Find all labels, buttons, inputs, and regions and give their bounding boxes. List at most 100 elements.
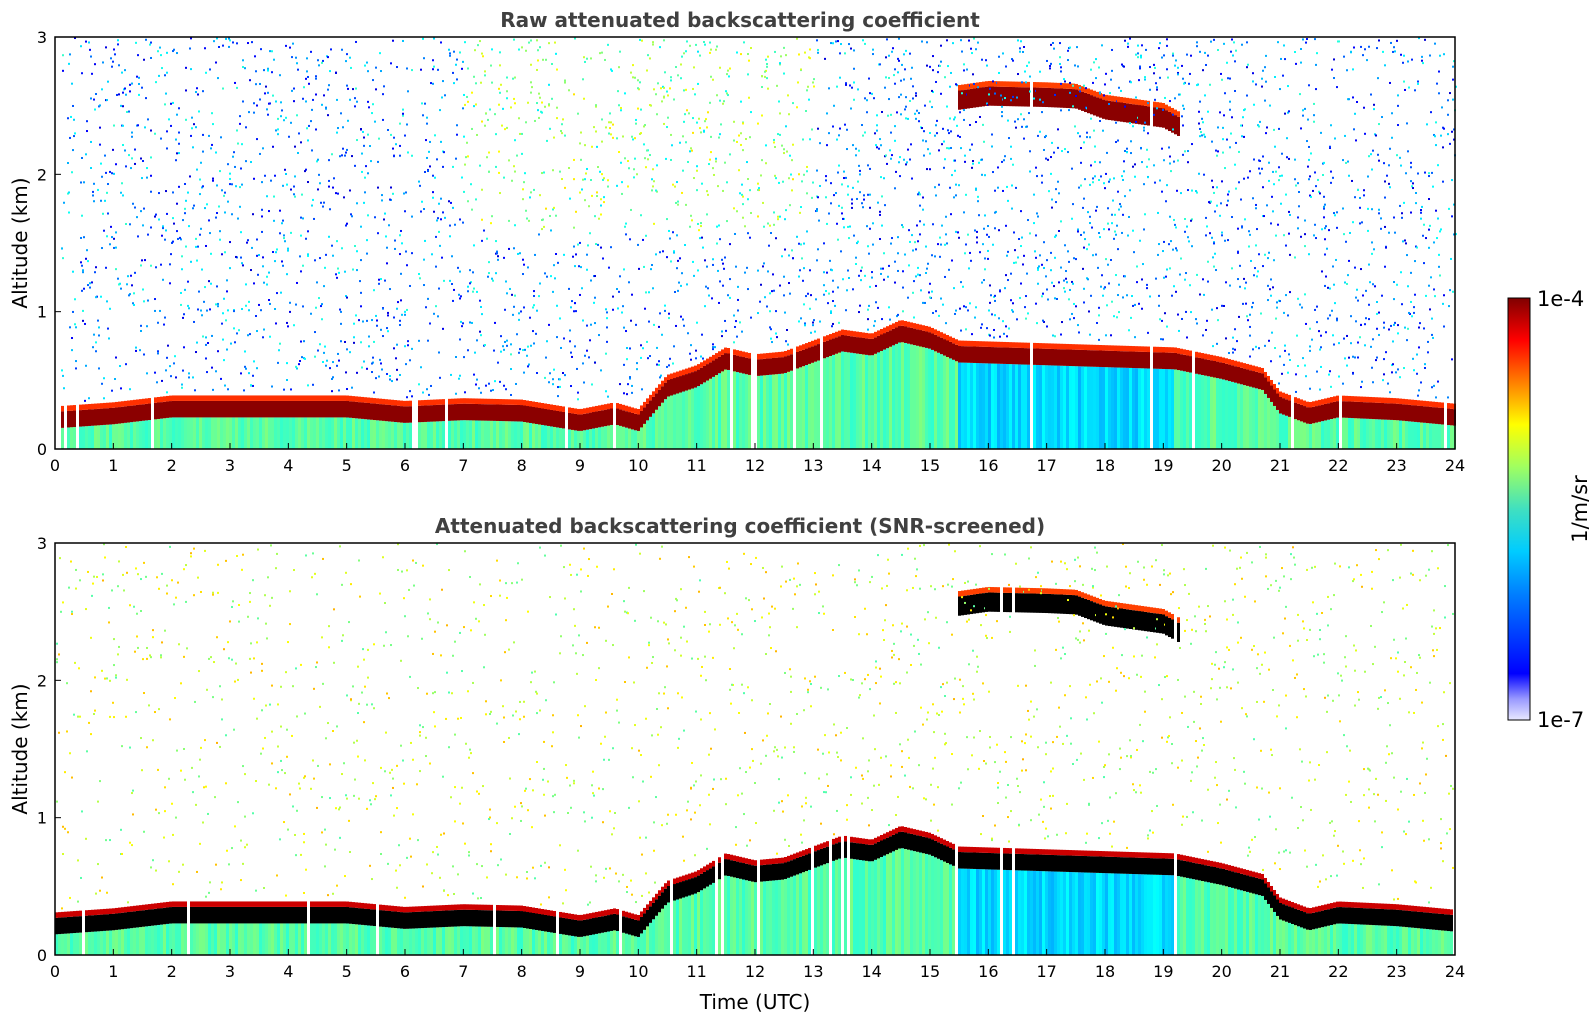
heatmap-cell bbox=[268, 210, 270, 213]
heatmap-cell bbox=[514, 421, 517, 449]
heatmap-cell bbox=[733, 371, 736, 449]
heatmap-cell bbox=[976, 87, 979, 108]
heatmap-cell bbox=[502, 421, 505, 449]
heatmap-cell bbox=[1127, 45, 1129, 48]
heatmap-cell bbox=[575, 253, 577, 256]
heatmap-cell bbox=[1158, 294, 1160, 297]
heatmap-cell bbox=[783, 46, 785, 49]
heatmap-cell bbox=[1202, 69, 1204, 72]
heatmap-cell bbox=[556, 117, 558, 120]
heatmap-cell bbox=[898, 96, 900, 99]
heatmap-cell bbox=[190, 417, 193, 449]
heatmap-cell bbox=[95, 266, 97, 269]
heatmap-cell bbox=[536, 39, 538, 42]
heatmap-cell bbox=[358, 402, 361, 419]
heatmap-cell bbox=[317, 59, 319, 62]
heatmap-cell bbox=[358, 319, 360, 322]
heatmap-cell bbox=[616, 137, 618, 140]
heatmap-cell bbox=[1057, 365, 1060, 449]
heatmap-cell bbox=[178, 395, 181, 401]
heatmap-cell bbox=[781, 255, 783, 258]
heatmap-cell bbox=[594, 361, 596, 364]
heatmap-cell bbox=[681, 272, 683, 275]
heatmap-cell bbox=[1095, 77, 1097, 80]
heatmap-cell bbox=[158, 192, 160, 195]
heatmap-cell bbox=[1039, 87, 1042, 107]
heatmap-cell bbox=[1069, 366, 1072, 449]
heatmap-cell bbox=[268, 400, 271, 418]
heatmap-cell bbox=[747, 53, 749, 56]
heatmap-cell bbox=[135, 41, 137, 44]
heatmap-cell bbox=[432, 174, 434, 177]
heatmap-cell bbox=[157, 321, 159, 324]
heatmap-cell bbox=[1159, 179, 1161, 182]
heatmap-cell bbox=[400, 422, 403, 449]
heatmap-cell bbox=[373, 391, 375, 394]
heatmap-cell bbox=[282, 264, 284, 267]
heatmap-cell bbox=[1028, 61, 1030, 64]
heatmap-cell bbox=[937, 330, 940, 337]
heatmap-cell bbox=[256, 254, 258, 257]
heatmap-cell bbox=[61, 411, 64, 428]
heatmap-cell bbox=[1069, 318, 1071, 321]
heatmap-cell bbox=[396, 307, 398, 310]
heatmap-cell bbox=[649, 394, 652, 401]
heatmap-cell bbox=[235, 395, 238, 401]
heatmap-cell bbox=[729, 153, 731, 156]
heatmap-cell bbox=[399, 154, 401, 157]
heatmap-cell bbox=[1045, 157, 1047, 160]
heatmap-cell bbox=[286, 379, 288, 382]
heatmap-cell bbox=[556, 106, 558, 109]
heatmap-cell bbox=[1196, 191, 1198, 194]
heatmap-cell bbox=[457, 403, 460, 421]
heatmap-cell bbox=[121, 401, 124, 407]
heatmap-cell bbox=[1209, 232, 1211, 235]
heatmap-cell bbox=[165, 190, 167, 193]
heatmap-cell bbox=[584, 199, 586, 202]
heatmap-cell bbox=[584, 60, 586, 63]
heatmap-cell bbox=[1010, 299, 1012, 302]
heatmap-cell bbox=[493, 420, 496, 449]
heatmap-cell bbox=[963, 69, 965, 72]
heatmap-cell bbox=[610, 133, 612, 136]
heatmap-cell bbox=[725, 90, 727, 93]
heatmap-cell bbox=[802, 279, 804, 282]
heatmap-cell bbox=[381, 194, 383, 197]
heatmap-cell bbox=[1063, 365, 1066, 449]
heatmap-cell bbox=[869, 227, 871, 230]
heatmap-cell bbox=[154, 298, 156, 301]
heatmap-cell bbox=[1021, 236, 1023, 239]
heatmap-cell bbox=[1014, 249, 1016, 252]
heatmap-cell bbox=[522, 349, 524, 352]
heatmap-cell bbox=[250, 400, 253, 418]
heatmap-cell bbox=[362, 320, 364, 323]
heatmap-cell bbox=[964, 252, 966, 255]
heatmap-cell bbox=[329, 70, 331, 73]
heatmap-cell bbox=[658, 384, 661, 390]
heatmap-cell bbox=[964, 89, 967, 109]
heatmap-cell bbox=[1210, 40, 1212, 43]
heatmap-cell bbox=[1303, 400, 1306, 407]
heatmap-cell bbox=[1212, 256, 1214, 259]
heatmap-cell bbox=[114, 53, 116, 56]
heatmap-cell bbox=[94, 409, 97, 426]
heatmap-cell bbox=[561, 123, 563, 126]
heatmap-cell bbox=[653, 180, 655, 183]
heatmap-cell bbox=[727, 294, 729, 297]
heatmap-cell bbox=[894, 187, 896, 190]
heatmap-cell bbox=[80, 261, 82, 264]
heatmap-cell bbox=[999, 290, 1001, 293]
heatmap-cell bbox=[1141, 368, 1144, 449]
heatmap-cell bbox=[1271, 195, 1273, 198]
heatmap-cell bbox=[81, 264, 83, 267]
heatmap-cell bbox=[708, 163, 710, 166]
heatmap-cell bbox=[964, 346, 967, 363]
heatmap-cell bbox=[712, 343, 714, 346]
heatmap-cell bbox=[1309, 175, 1311, 178]
heatmap-cell bbox=[816, 209, 818, 212]
heatmap-cell bbox=[634, 430, 637, 449]
heatmap-cell bbox=[971, 143, 973, 146]
heatmap-cell bbox=[1063, 349, 1066, 366]
heatmap-cell bbox=[979, 115, 981, 118]
heatmap-cell bbox=[643, 407, 646, 424]
